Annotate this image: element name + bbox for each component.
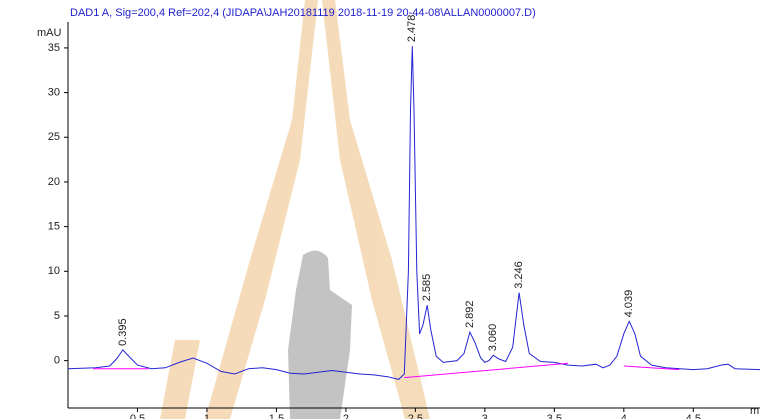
x-tick-label: 4 <box>621 413 627 419</box>
chart: DAD1 A, Sig=200,4 Ref=202,4 (JIDAPA\JAH2… <box>0 0 760 419</box>
x-tick-label: 2.5 <box>408 413 423 419</box>
x-tick-label: 3.5 <box>547 413 562 419</box>
peak-label: 0.395 <box>117 318 129 346</box>
y-tick-label: 15 <box>48 221 60 233</box>
y-axis-label: mAU <box>37 27 62 39</box>
watermark <box>160 0 430 419</box>
peak-label: 3.060 <box>487 324 499 352</box>
peak-label: 3.246 <box>513 261 525 289</box>
x-axis-label: m <box>750 405 759 417</box>
chart-title: DAD1 A, Sig=200,4 Ref=202,4 (JIDAPA\JAH2… <box>70 7 536 19</box>
y-tick-label: 20 <box>48 176 60 188</box>
trace <box>68 46 760 379</box>
x-tick-label: 2 <box>343 413 349 419</box>
peak-label: 2.585 <box>421 274 433 302</box>
y-tick-label: 0 <box>54 355 60 367</box>
y-tick-label: 30 <box>48 86 60 98</box>
x-tick-label: 3 <box>482 413 488 419</box>
y-tick-label: 35 <box>48 42 60 54</box>
y-tick-label: 25 <box>48 131 60 143</box>
x-tick-label: 1.5 <box>269 413 284 419</box>
x-tick-label: 4.5 <box>686 413 701 419</box>
peak-label: 2.478 <box>406 15 418 43</box>
peak-label: 2.892 <box>464 301 476 329</box>
y-tick-label: 5 <box>54 310 60 322</box>
y-tick-label: 10 <box>48 265 60 277</box>
peak-label: 4.039 <box>623 290 635 318</box>
x-tick-label: 0.5 <box>130 413 145 419</box>
x-tick-label: 1 <box>204 413 210 419</box>
